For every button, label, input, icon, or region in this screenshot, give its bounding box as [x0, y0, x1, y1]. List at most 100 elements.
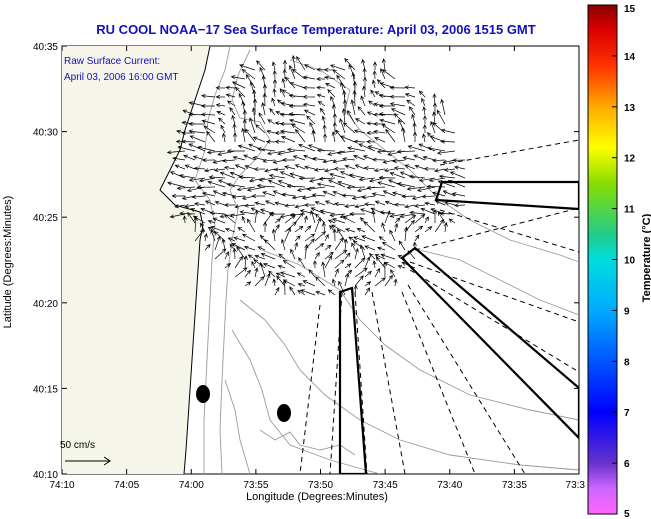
current-vector — [303, 215, 308, 224]
current-vector — [274, 139, 286, 144]
current-vector — [188, 121, 206, 127]
scale-vector-label: 50 cm/s — [60, 440, 95, 451]
current-vector — [268, 173, 286, 179]
current-vector — [398, 240, 406, 251]
current-vector — [251, 193, 266, 199]
current-vector — [284, 227, 291, 242]
current-vector — [451, 192, 466, 197]
current-vector — [368, 100, 376, 107]
current-vector — [312, 260, 318, 269]
current-vector — [358, 143, 376, 152]
current-vector — [401, 194, 416, 199]
annotation-line-1: Raw Surface Current: — [64, 56, 160, 67]
current-vector — [251, 260, 256, 269]
current-vector — [412, 131, 418, 142]
current-vector — [432, 209, 438, 223]
current-vector — [200, 112, 216, 117]
current-vector — [404, 164, 416, 170]
current-vector — [289, 172, 306, 179]
current-vector — [364, 287, 371, 296]
current-vector — [382, 190, 396, 197]
current-vector — [349, 211, 366, 217]
current-vector — [306, 186, 326, 192]
current-vector — [331, 224, 346, 233]
current-vector — [214, 200, 226, 206]
current-vector — [187, 211, 196, 224]
current-vector — [424, 226, 433, 233]
current-vector — [346, 185, 366, 190]
current-vector — [223, 165, 236, 170]
current-vector — [262, 158, 276, 163]
current-vector — [294, 235, 301, 242]
current-vector — [337, 228, 346, 242]
current-vector — [330, 95, 336, 107]
current-vector — [252, 156, 266, 161]
current-vector — [344, 204, 356, 209]
current-vector — [196, 185, 216, 190]
current-vector — [316, 93, 326, 98]
current-vector — [364, 256, 371, 269]
current-vector — [361, 195, 376, 200]
current-vector — [174, 164, 186, 170]
current-vector — [264, 211, 274, 224]
current-vector — [230, 75, 246, 80]
current-vector — [260, 252, 276, 260]
current-vector — [229, 107, 236, 116]
current-vector — [378, 175, 396, 180]
current-vector — [258, 177, 276, 182]
chart-title: RU COOL NOAA−17 Sea Surface Temperature:… — [96, 22, 535, 37]
current-vector — [324, 233, 329, 242]
current-vector — [207, 219, 216, 224]
current-vector — [392, 159, 406, 164]
current-vector — [202, 158, 216, 163]
current-vector — [272, 69, 277, 80]
current-vector — [262, 221, 268, 233]
current-vector — [204, 243, 211, 251]
current-vector — [194, 229, 205, 242]
current-vector — [364, 270, 372, 278]
current-vector — [453, 203, 466, 208]
current-vector — [284, 214, 296, 224]
current-vector — [367, 145, 386, 152]
current-vector — [381, 123, 396, 134]
current-vector — [311, 129, 316, 143]
current-vector — [269, 107, 276, 116]
current-vector — [361, 235, 376, 242]
current-vector — [248, 143, 266, 152]
current-vector — [181, 195, 196, 200]
current-vector — [422, 155, 436, 161]
current-vector — [389, 213, 406, 218]
current-vector — [242, 118, 247, 134]
radar-beams — [338, 180, 579, 474]
current-vector — [389, 85, 406, 90]
current-vector — [252, 98, 258, 115]
current-vector — [272, 278, 277, 287]
current-vector — [172, 156, 186, 161]
current-vector — [440, 98, 446, 116]
current-vector — [304, 225, 312, 233]
current-vector — [324, 244, 332, 251]
current-vector — [188, 129, 206, 134]
current-vector — [389, 172, 406, 179]
current-vector — [374, 254, 386, 260]
current-vector — [371, 79, 376, 89]
x-tick-label: 74:10 — [49, 480, 74, 491]
current-vector — [428, 177, 446, 183]
current-vector — [256, 60, 266, 71]
y-tick-label: 40:20 — [33, 299, 58, 310]
current-vector — [298, 176, 316, 181]
current-vector — [438, 174, 456, 179]
current-vector — [401, 126, 406, 143]
current-vector — [411, 113, 416, 125]
current-vector — [302, 102, 316, 107]
current-vector — [384, 210, 391, 224]
current-vector — [210, 226, 226, 233]
current-vector — [366, 139, 376, 144]
current-vector — [353, 139, 366, 144]
current-vector — [354, 257, 366, 269]
current-vector — [344, 164, 356, 170]
current-vector — [306, 115, 316, 125]
current-vector — [289, 82, 306, 89]
current-vector — [280, 238, 286, 251]
current-vector — [344, 58, 356, 71]
